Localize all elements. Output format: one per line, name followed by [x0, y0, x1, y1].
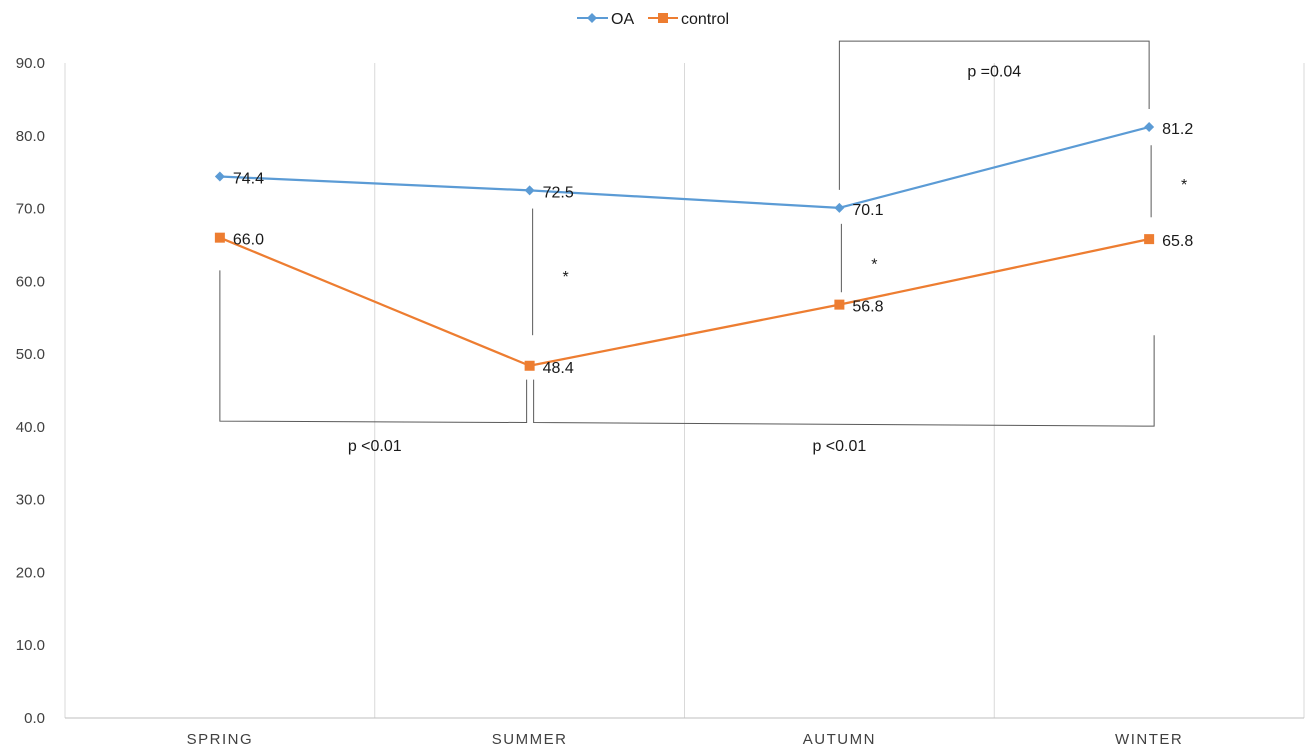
x-tick-label-autumn: AUTUMN	[803, 731, 876, 747]
significance-star-autumn: *	[871, 256, 877, 273]
data-label-control-spring: 66.0	[233, 232, 264, 249]
y-tick-label-6: 60.0	[16, 273, 45, 290]
data-label-oa-autumn: 70.1	[852, 202, 883, 219]
point-control-spring	[214, 232, 225, 243]
legend-marker-oa	[587, 13, 597, 23]
y-tick-label-4: 40.0	[16, 419, 45, 436]
y-tick-label-2: 20.0	[16, 564, 45, 581]
point-oa-summer	[524, 185, 535, 196]
annotation-p-spring-summer: p <0.01	[348, 438, 402, 455]
grid	[64, 63, 1305, 718]
legend-marker-control	[658, 13, 668, 23]
bracket-summer-winter	[533, 335, 1155, 427]
significance-star-winter: *	[1181, 177, 1187, 194]
point-oa-spring	[214, 171, 225, 182]
y-tick-label-5: 50.0	[16, 346, 45, 363]
legend-label-control: control	[681, 11, 729, 28]
series-line-oa	[219, 125, 1150, 209]
y-tick-label-8: 80.0	[16, 128, 45, 145]
bracket-autumn-winter	[838, 40, 1150, 190]
y-tick-label-7: 70.0	[16, 201, 45, 218]
x-tick-label-summer: SUMMER	[492, 731, 568, 747]
legend-label-oa: OA	[611, 11, 634, 28]
point-control-summer	[524, 360, 535, 371]
series: 74.4 72.5 70.1 81.2 66.0 48.4 56.8 65.8	[214, 121, 1193, 377]
point-oa-autumn	[834, 202, 845, 213]
x-tick-label-winter: WINTER	[1115, 731, 1183, 747]
point-control-autumn	[834, 299, 845, 310]
annotation-p-autumn-winter: p =0.04	[967, 63, 1021, 80]
point-control-winter	[1144, 234, 1155, 245]
series-line-control	[219, 236, 1150, 367]
significance-star-summer: *	[563, 269, 569, 286]
axes: 0.0 10.0 20.0 30.0 40.0 50.0 60.0 70.0 80.0 90.0 S…	[16, 55, 1304, 747]
y-tick-label-1: 10.0	[16, 637, 45, 654]
y-tick-label-9: 90.0	[16, 55, 45, 72]
bracket-spring-summer	[219, 270, 528, 424]
data-label-oa-spring: 74.4	[233, 171, 264, 188]
data-label-control-summer: 48.4	[543, 360, 574, 377]
legend: OA control	[577, 11, 729, 28]
data-label-oa-summer: 72.5	[543, 184, 574, 201]
data-label-control-winter: 65.8	[1162, 233, 1193, 250]
annotations: p =0.04 p <0.01 p <0.01 * * *	[219, 40, 1187, 455]
point-oa-winter	[1144, 122, 1155, 133]
x-tick-label-spring: SPRING	[187, 731, 254, 747]
data-label-oa-winter: 81.2	[1162, 121, 1193, 138]
data-label-control-autumn: 56.8	[852, 299, 883, 316]
y-tick-label-0: 0.0	[24, 710, 45, 727]
y-tick-label-3: 30.0	[16, 492, 45, 509]
annotation-p-summer-winter: p <0.01	[812, 438, 866, 455]
